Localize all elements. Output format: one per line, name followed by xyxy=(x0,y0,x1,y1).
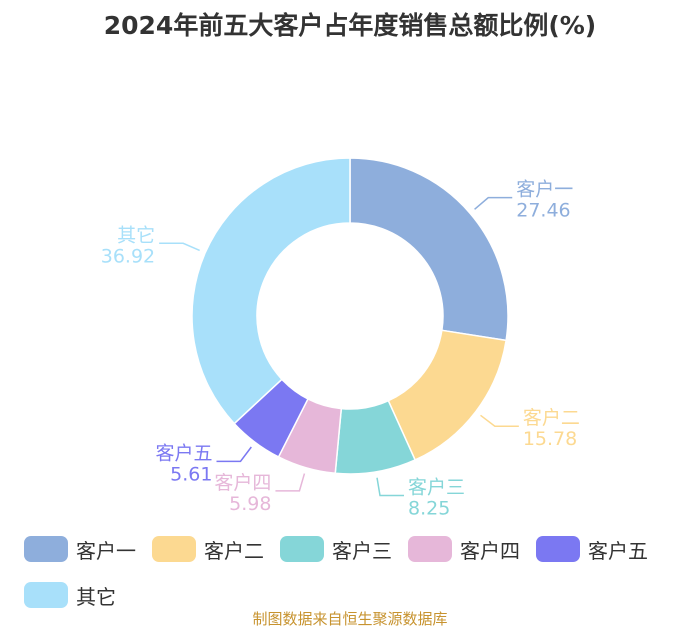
legend: 客户一 客户二 客户三 客户四 客户五其它 xyxy=(24,532,684,612)
legend-swatch xyxy=(152,536,196,562)
leader-line-2 xyxy=(480,414,519,427)
slice-value-4: 5.98 xyxy=(229,493,271,515)
slice-label-4: 客户四 xyxy=(214,472,271,494)
legend-item-4[interactable]: 客户四 xyxy=(408,532,520,566)
legend-label: 客户四 xyxy=(460,538,520,563)
leader-line-1 xyxy=(474,196,513,210)
slice-label-3: 客户三 xyxy=(408,477,465,499)
chart-title: 2024年前五大客户占年度销售总额比例(%) xyxy=(103,11,597,40)
source-note: 制图数据来自恒生聚源数据库 xyxy=(252,610,448,628)
slice-label-1: 客户一 xyxy=(516,179,573,201)
leader-line-5 xyxy=(216,446,252,463)
legend-label: 客户一 xyxy=(76,538,136,563)
slice-value-2: 15.78 xyxy=(523,428,577,450)
slice-6 xyxy=(191,157,351,425)
legend-swatch xyxy=(536,536,580,562)
slice-label-6: 其它 xyxy=(117,224,155,246)
legend-item-1[interactable]: 客户一 xyxy=(24,532,136,566)
leader-line-6 xyxy=(159,242,200,252)
legend-item-5[interactable]: 客户五 xyxy=(536,532,648,566)
legend-item-3[interactable]: 客户三 xyxy=(280,532,392,566)
legend-label: 其它 xyxy=(76,584,116,609)
legend-item-6[interactable]: 其它 xyxy=(24,578,116,612)
legend-label: 客户五 xyxy=(588,538,648,563)
legend-swatch xyxy=(24,582,68,608)
legend-item-2[interactable]: 客户二 xyxy=(152,532,264,566)
leader-line-3 xyxy=(376,477,404,497)
slice-value-6: 36.92 xyxy=(101,245,155,267)
slice-value-1: 27.46 xyxy=(516,200,570,222)
leader-line-4 xyxy=(275,473,306,492)
legend-swatch xyxy=(280,536,324,562)
slice-label-5: 客户五 xyxy=(155,442,212,464)
legend-swatch xyxy=(408,536,452,562)
slice-1 xyxy=(349,157,509,342)
legend-label: 客户二 xyxy=(204,538,264,563)
slice-value-5: 5.61 xyxy=(170,463,212,485)
slice-label-2: 客户二 xyxy=(523,407,580,429)
slice-value-3: 8.25 xyxy=(408,498,450,520)
legend-swatch xyxy=(24,536,68,562)
legend-label: 客户三 xyxy=(332,538,392,563)
